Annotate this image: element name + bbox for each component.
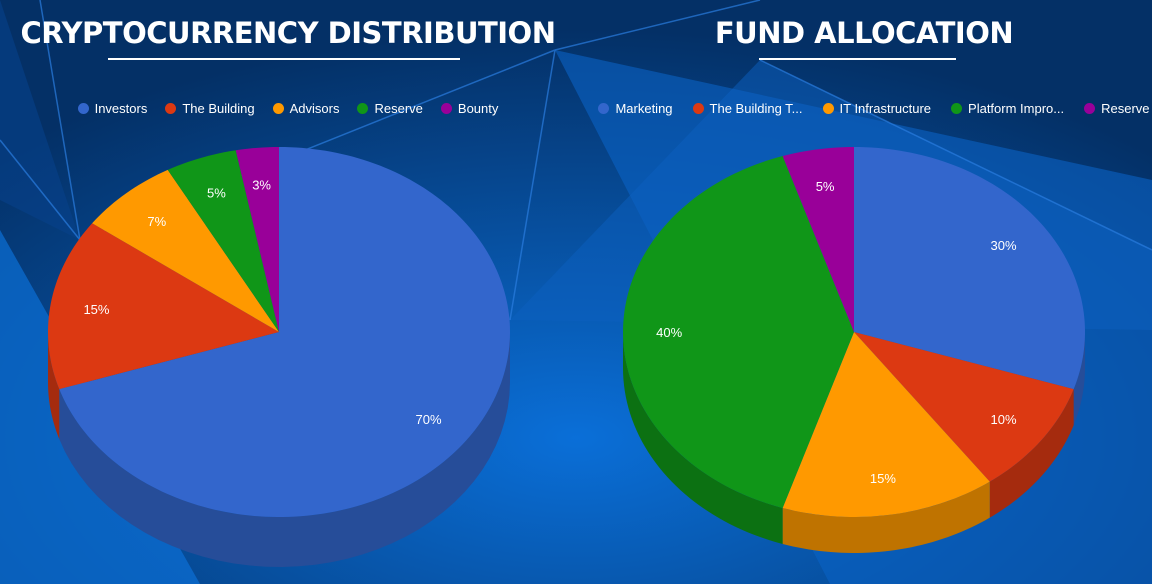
slice-it-infrastructure[interactable]	[782, 332, 990, 517]
slice-label: 10%	[990, 412, 1016, 427]
legend-label: Reserve	[1101, 101, 1150, 116]
slice-side-investors	[59, 332, 511, 567]
slice-reserve[interactable]	[782, 147, 854, 332]
slice-label: 15%	[83, 302, 109, 317]
pie-svg: 70% 15% 7% 5% 3%	[48, 147, 511, 567]
legend-label: Bounty	[457, 101, 499, 116]
slice-advisors[interactable]	[92, 169, 280, 332]
slice-label: 5%	[816, 179, 835, 194]
title-underline	[759, 58, 956, 60]
legend-item[interactable]: The Building	[165, 101, 255, 116]
slice-platform-impro-[interactable]	[623, 156, 854, 508]
legend-label: IT Infrastructure	[839, 101, 932, 116]
legend-marker	[272, 103, 284, 114]
legend-label: Platform Impro...	[968, 101, 1065, 116]
legend-item[interactable]: Advisors	[272, 101, 340, 116]
chart-cryptocurrency-distribution: 70% 15% 7% 5% 3% CRYPTOCURRENCY DISTRIBUTION…	[0, 16, 576, 567]
chart-title: CRYPTOCURRENCY DISTRIBUTION	[20, 16, 556, 50]
slice-the-building-t-[interactable]	[854, 332, 1074, 482]
slice-reserve[interactable]	[167, 150, 279, 332]
legend: Investors The Building Advisors Reserve Boun…	[0, 101, 576, 116]
slice-marketing[interactable]	[854, 147, 1085, 390]
legend-marker	[1084, 103, 1096, 114]
legend-item[interactable]: IT Infrastructure	[822, 101, 932, 116]
legend-label: Marketing	[615, 101, 673, 116]
legend-item[interactable]: Platform Impro...	[951, 101, 1064, 116]
legend-item[interactable]: Investors	[77, 101, 148, 116]
legend-item[interactable]: Bounty	[440, 101, 499, 116]
legend-marker	[357, 103, 369, 114]
legend-marker	[165, 103, 177, 114]
slice-label: 3%	[252, 178, 271, 193]
legend: Marketing The Building T... IT Infrastruct…	[586, 101, 1152, 116]
legend-label: Investors	[94, 101, 148, 116]
slice-the-building[interactable]	[48, 223, 280, 390]
slice-side-the-building-t-	[989, 389, 1074, 518]
legend-item[interactable]: Marketing	[598, 101, 673, 116]
pie-svg: 30% 10% 15% 40% 5%	[623, 147, 1085, 553]
slice-label: 7%	[147, 214, 166, 229]
legend-item[interactable]: The Building T...	[692, 101, 803, 116]
title-underline	[108, 58, 460, 60]
slice-bounty[interactable]	[235, 147, 279, 332]
chart-title: FUND ALLOCATION	[714, 16, 1014, 50]
legend-label: Advisors	[289, 101, 340, 116]
slice-label: 15%	[870, 471, 896, 486]
legend-label: The Building T...	[709, 101, 803, 116]
slice-label: 30%	[990, 238, 1016, 253]
legend-marker	[951, 103, 963, 114]
slice-side-the-building	[48, 332, 60, 440]
slice-side-marketing	[1073, 332, 1085, 426]
legend-marker	[692, 103, 704, 114]
legend-item[interactable]: Reserve	[357, 101, 423, 116]
slice-label: 5%	[207, 186, 226, 201]
slice-side-it-infrastructure	[782, 481, 990, 553]
legend-label: Reserve	[374, 101, 423, 116]
legend-item[interactable]: Reserve	[1084, 101, 1150, 116]
legend-marker	[77, 103, 89, 114]
legend-marker	[440, 103, 452, 114]
slice-side-platform-impro-	[623, 332, 783, 544]
slice-label: 70%	[415, 412, 441, 427]
legend-marker	[822, 103, 834, 114]
slice-investors[interactable]	[59, 147, 510, 517]
legend-marker	[598, 103, 610, 114]
slice-label: 40%	[656, 325, 682, 340]
legend-label: The Building	[182, 101, 255, 116]
chart-fund-allocation: 30% 10% 15% 40% 5% FUND ALLOCATION Marketing…	[576, 0, 1152, 584]
